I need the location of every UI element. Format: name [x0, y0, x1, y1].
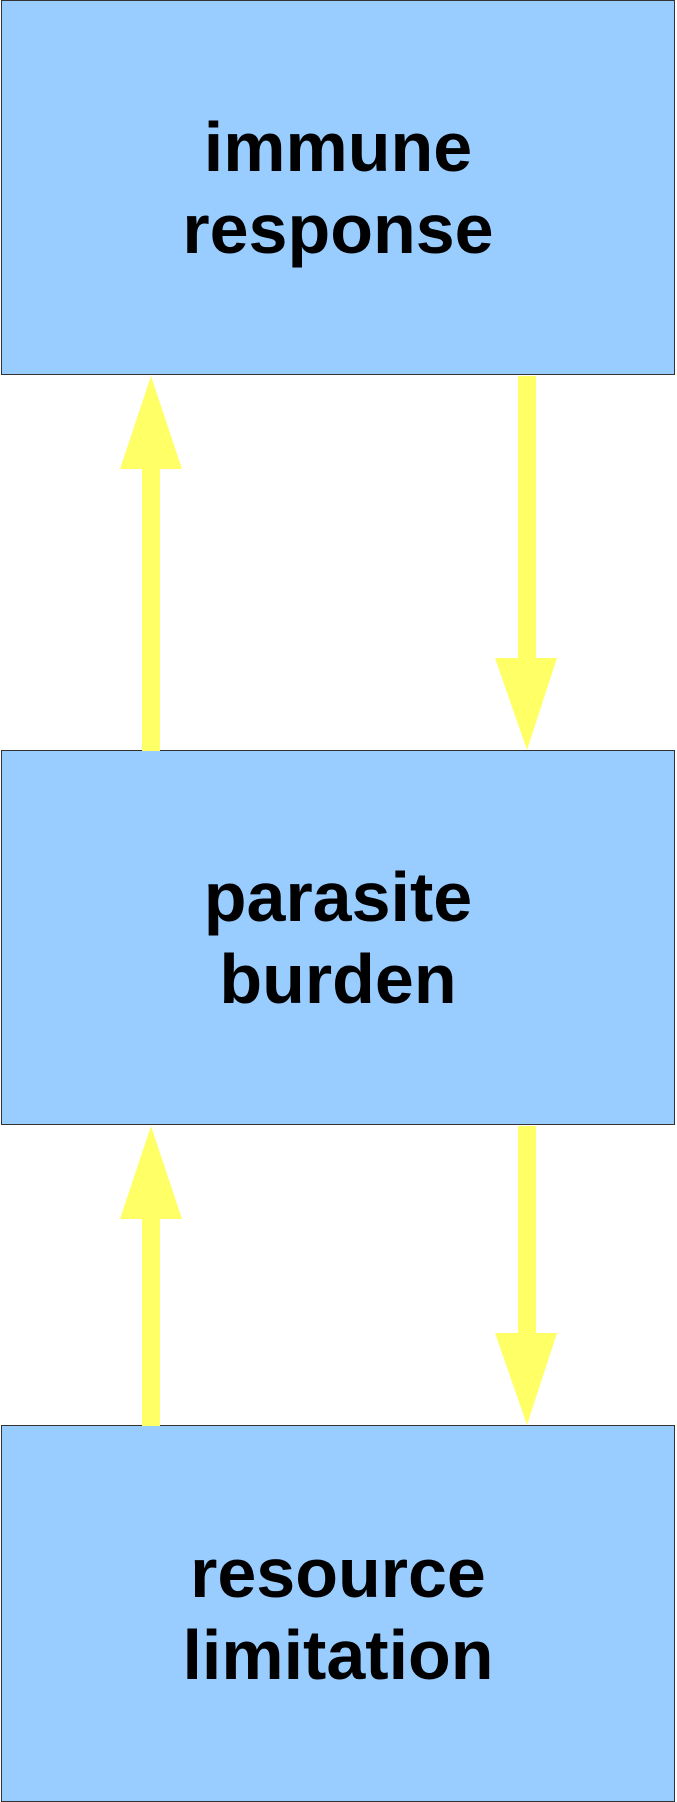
immune-response-label-line2: response: [182, 189, 494, 268]
immune-response-label-line1: immune: [203, 107, 473, 186]
resource-limitation-box: resource limitation: [1, 1425, 675, 1802]
resource-limitation-label: resource limitation: [182, 1532, 493, 1696]
arrow-resource-to-parasite: [120, 1126, 182, 1426]
arrow-immune-to-parasite: [495, 376, 557, 750]
resource-limitation-label-line2: limitation: [182, 1615, 494, 1694]
parasite-burden-label-line2: burden: [219, 939, 457, 1018]
immune-response-box: immune response: [1, 0, 675, 375]
arrow-parasite-to-resource: [495, 1126, 557, 1425]
arrow-parasite-to-immune: [120, 376, 182, 751]
parasite-burden-box: parasite burden: [1, 750, 675, 1125]
parasite-burden-label-line1: parasite: [203, 857, 473, 936]
resource-limitation-label-line1: resource: [190, 1533, 486, 1612]
immune-response-label: immune response: [182, 106, 493, 270]
parasite-burden-label: parasite burden: [204, 856, 472, 1020]
